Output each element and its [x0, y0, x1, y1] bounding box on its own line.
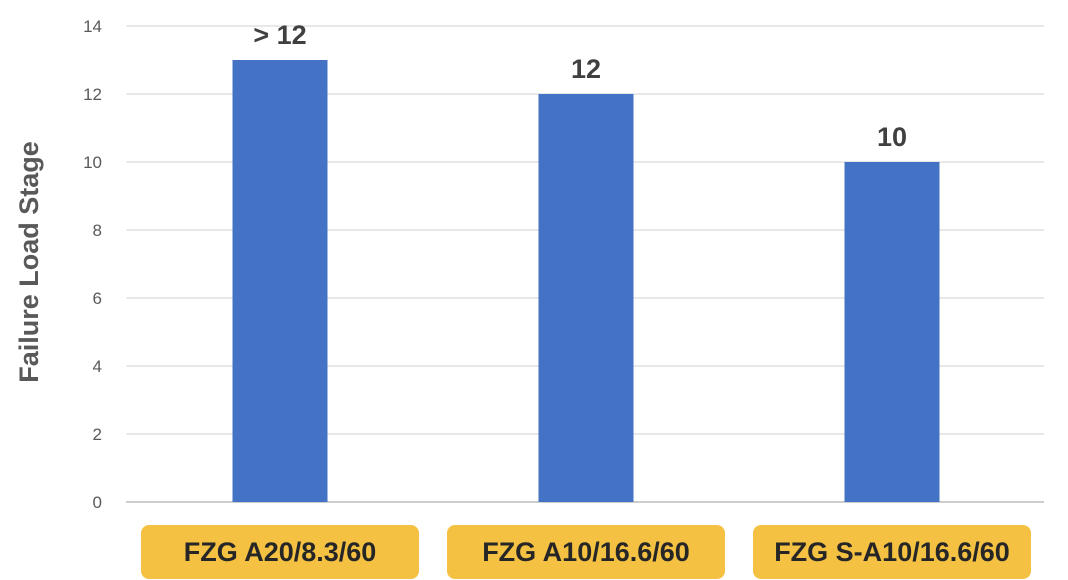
y-tick-label: 12 [83, 85, 102, 104]
data-label: 12 [571, 54, 601, 84]
category-label-box [447, 525, 725, 579]
y-tick-label: 0 [93, 493, 102, 512]
bars [232, 60, 940, 502]
y-tick-label: 14 [83, 17, 102, 36]
y-tick-label: 6 [93, 289, 102, 308]
y-tick-label: 10 [83, 153, 102, 172]
category-label-box [753, 525, 1031, 579]
data-label: 10 [877, 122, 907, 152]
category-labels: FZG A20/8.3/60 FZG A10/16.6/60 FZG S-A10/1… [141, 525, 1031, 579]
data-labels: > 12 12 10 [253, 20, 907, 152]
bar [844, 162, 940, 502]
data-label: > 12 [253, 20, 306, 50]
bar [232, 60, 328, 502]
y-axis-ticks: 0 2 4 6 8 10 12 14 [83, 17, 102, 512]
y-axis-label: Failure Load Stage [14, 141, 44, 383]
category-label: FZG A10/16.6/60 [482, 537, 690, 567]
category-label: FZG S-A10/16.6/60 [774, 537, 1010, 567]
y-tick-label: 4 [93, 357, 102, 376]
y-tick-label: 8 [93, 221, 102, 240]
y-tick-label: 2 [93, 425, 102, 444]
category-label: FZG A20/8.3/60 [184, 537, 377, 567]
category-label-box [141, 525, 419, 579]
bar [538, 94, 634, 502]
